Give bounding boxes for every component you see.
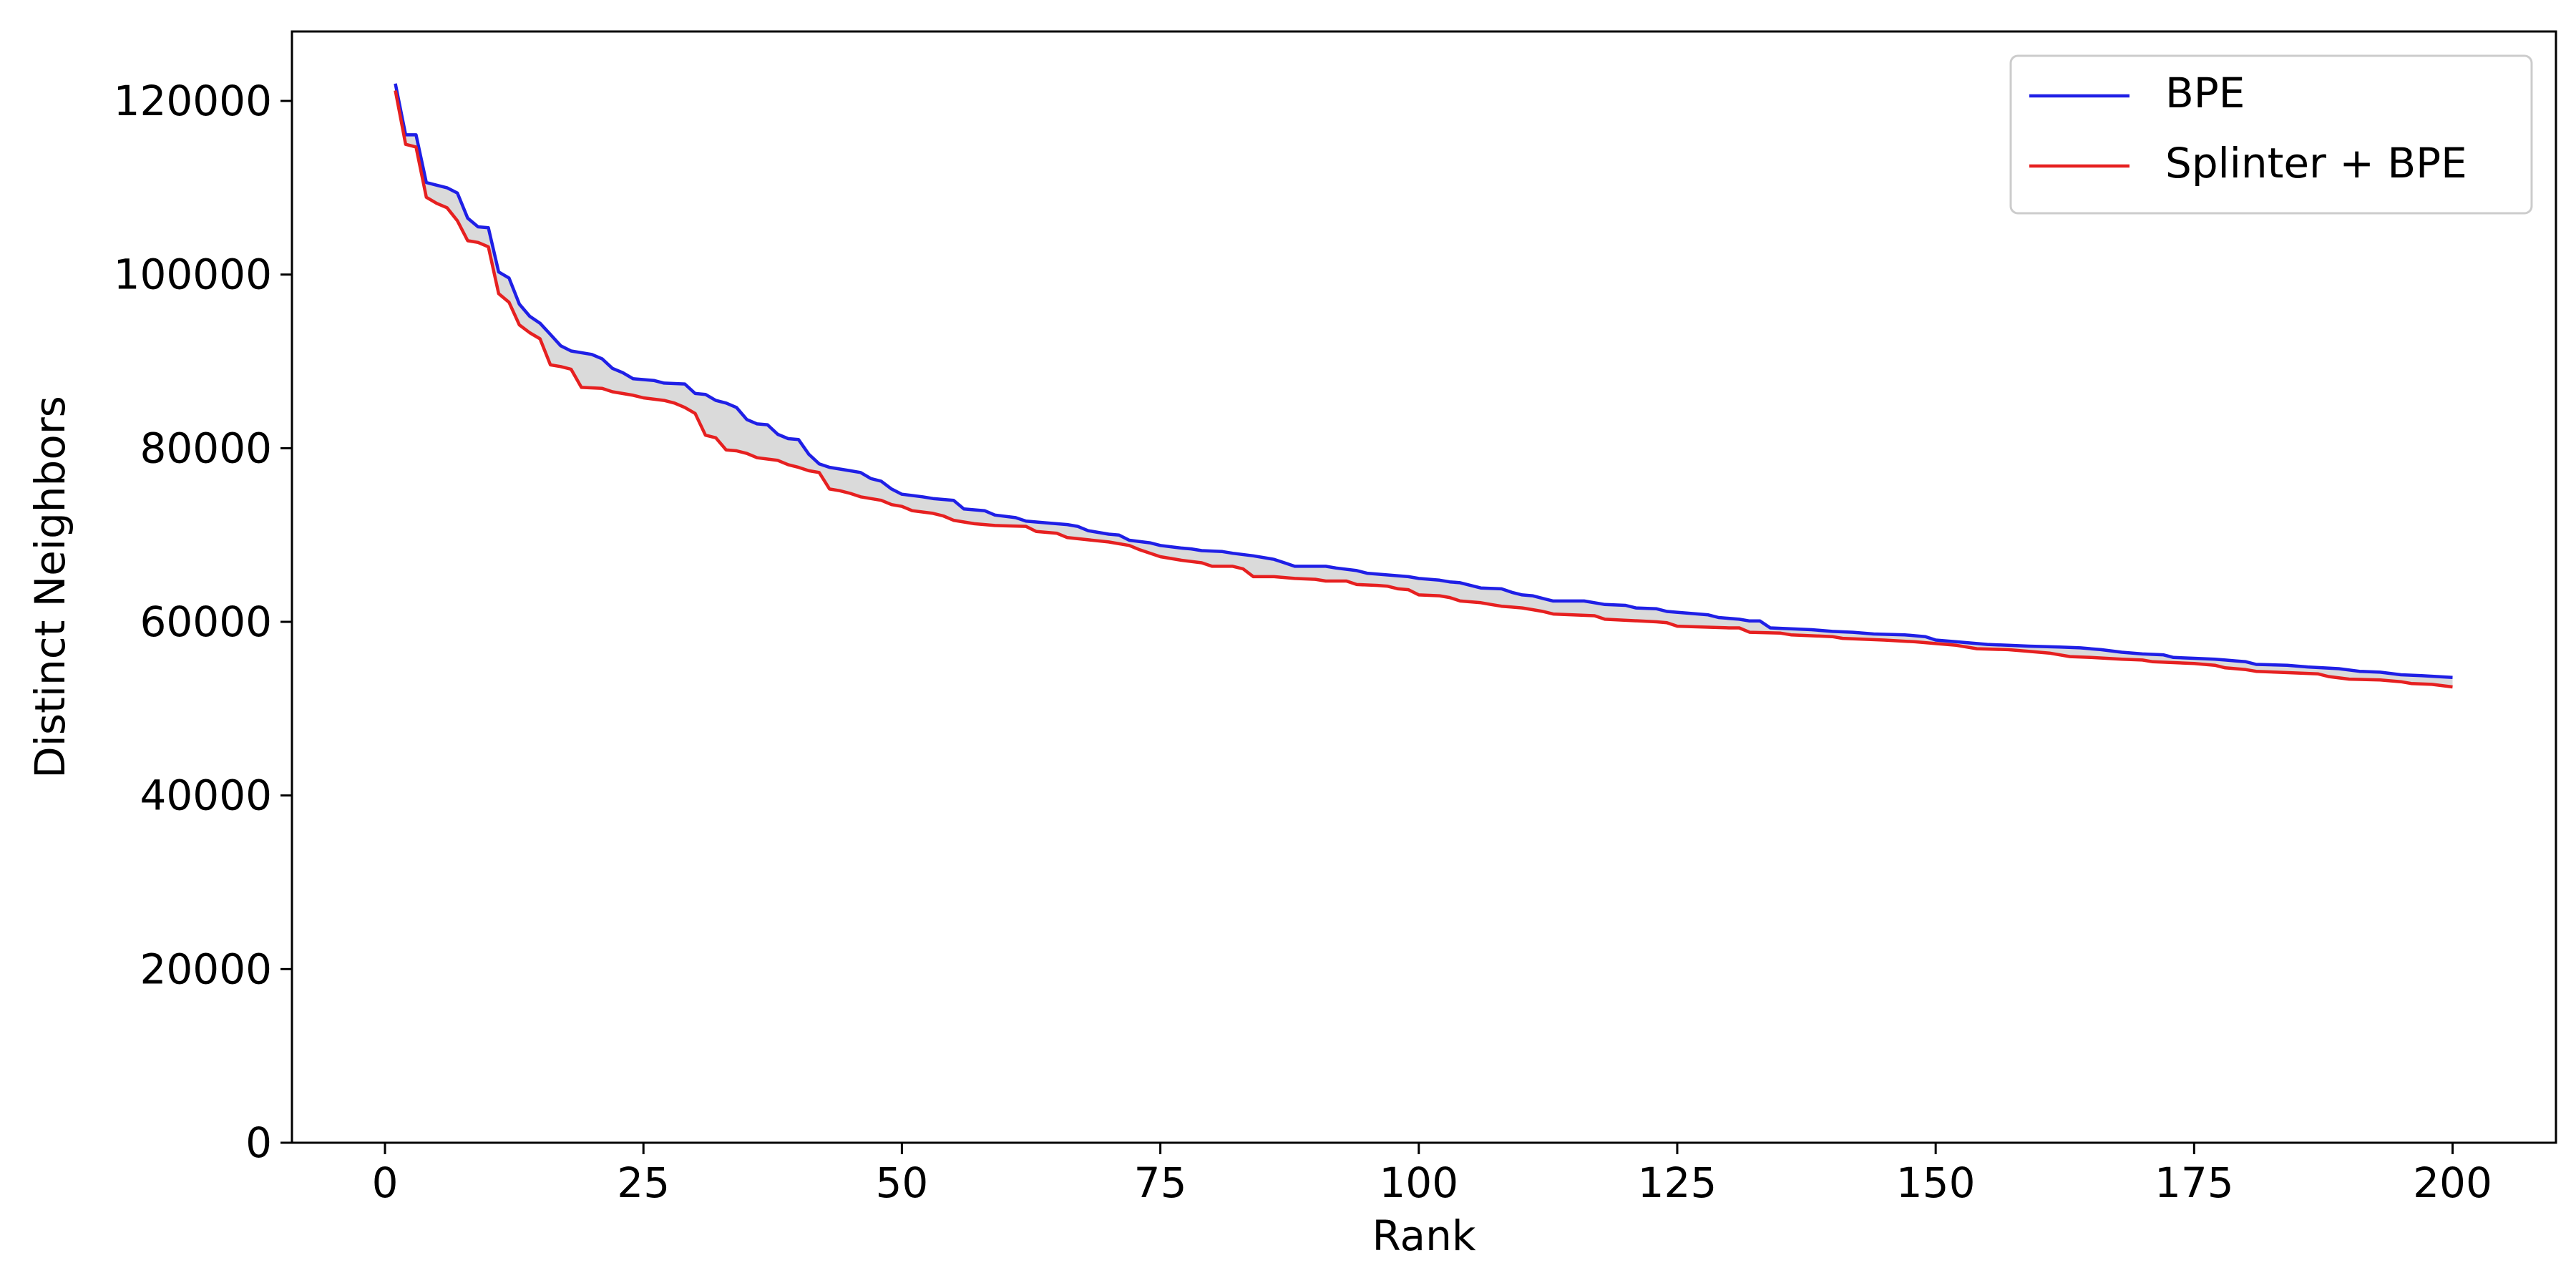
series-lines: [394, 83, 2453, 689]
x-tick-label: 125: [1638, 1158, 1717, 1207]
legend-label-bpe: BPE: [2165, 69, 2245, 117]
x-tick-label: 0: [372, 1158, 399, 1207]
x-tick-label: 25: [617, 1158, 670, 1207]
y-tick-label: 60000: [140, 597, 272, 646]
y-tick-label: 80000: [140, 424, 272, 472]
legend: BPE Splinter + BPE: [2009, 54, 2533, 215]
x-tick-label: 75: [1134, 1158, 1187, 1207]
x-axis-ticks: 0 25 50 75 100 125 150 175 200: [372, 1143, 2492, 1207]
plot-frame: [291, 30, 2557, 1144]
x-axis-label: Rank: [1372, 1211, 1476, 1260]
y-axis-ticks: 0 20000 40000 60000 80000 100000 120000: [114, 77, 292, 1167]
x-tick-label: 175: [2155, 1158, 2234, 1207]
series-line-bpe: [394, 83, 2453, 679]
y-axis-label: Distinct Neighbors: [26, 396, 74, 779]
legend-label-splinter-bpe: Splinter + BPE: [2165, 139, 2467, 187]
series-line-splinter-bpe: [394, 90, 2453, 689]
y-tick-label: 120000: [114, 77, 272, 125]
x-tick-label: 200: [2413, 1158, 2492, 1207]
x-tick-label: 100: [1379, 1158, 1458, 1207]
y-tick-label: 0: [245, 1118, 272, 1167]
x-tick-label: 50: [875, 1158, 928, 1207]
legend-box: [2009, 54, 2533, 215]
x-tick-label: 150: [1896, 1158, 1976, 1207]
y-tick-label: 40000: [140, 771, 272, 820]
y-tick-label: 100000: [114, 250, 272, 299]
y-tick-label: 20000: [140, 945, 272, 993]
